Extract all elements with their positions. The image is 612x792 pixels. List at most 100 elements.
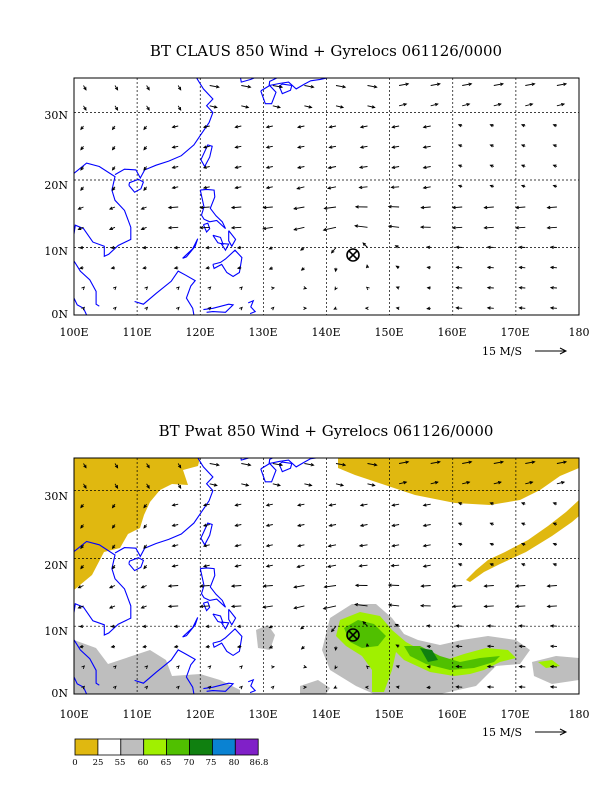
wind-vector <box>422 523 431 528</box>
wind-vector <box>549 664 557 669</box>
wind-vector <box>390 563 400 568</box>
wind-vector <box>451 604 463 609</box>
wind-vector <box>335 463 347 467</box>
wind-vector <box>304 483 313 487</box>
bottom-lon-label: 100E <box>59 708 88 721</box>
top-lat-label: 0N <box>51 308 68 321</box>
bottom-vector-reference: 15 M/S <box>482 726 568 739</box>
wind-vector <box>486 265 494 270</box>
wind-vector <box>422 185 431 190</box>
legend-swatch <box>211 738 236 756</box>
wind-vector <box>234 145 242 149</box>
wind-vector <box>358 564 368 568</box>
top-lat-label: 30N <box>44 109 68 122</box>
wind-vector <box>293 226 305 231</box>
wind-vector <box>359 145 368 149</box>
wind-vector <box>367 105 376 109</box>
wind-vector <box>426 265 431 270</box>
wind-vector <box>241 105 250 109</box>
wind-vector <box>202 503 210 507</box>
wind-vector <box>303 286 308 290</box>
wind-vector <box>552 164 558 168</box>
wind-vector <box>367 85 378 89</box>
legend-swatch <box>143 738 167 756</box>
wind-vector <box>268 266 273 270</box>
wind-vector <box>79 266 84 270</box>
wind-vector <box>457 184 463 188</box>
legend-label: 65 <box>161 758 172 768</box>
wind-vector <box>483 205 494 210</box>
legend-swatch <box>166 738 190 756</box>
wind-vector <box>83 85 87 91</box>
coastline <box>203 682 235 692</box>
wind-vector <box>520 542 526 547</box>
wind-vector <box>173 624 179 629</box>
wind-vector <box>520 184 526 188</box>
wind-vector <box>144 286 149 291</box>
wind-vector <box>81 286 86 291</box>
wind-vector <box>489 563 494 567</box>
pwat-moist-region-mid <box>256 625 275 650</box>
wind-vector <box>111 146 116 151</box>
wind-vector <box>144 665 149 670</box>
wind-vector <box>493 460 505 464</box>
wind-vector <box>398 102 408 107</box>
wind-vector <box>142 245 147 250</box>
wind-vector <box>293 585 305 589</box>
bottom-lon-labels: 100E 110E 120E 130E 140E 150E 160E 170E … <box>59 708 589 721</box>
coastline <box>203 303 235 313</box>
wind-vector <box>391 503 400 507</box>
wind-vector <box>518 286 526 290</box>
wind-vector <box>111 186 116 192</box>
coastline <box>74 540 132 636</box>
wind-vector <box>176 286 180 291</box>
wind-vector <box>146 85 150 91</box>
wind-vector <box>391 523 400 528</box>
coastline <box>278 83 293 95</box>
wind-vector <box>514 205 526 210</box>
wind-vector <box>111 544 116 550</box>
legend-swatches <box>74 738 259 756</box>
wind-vector <box>199 584 210 588</box>
wind-vector <box>359 523 368 528</box>
wind-vector <box>422 125 431 129</box>
wind-vector <box>422 564 431 568</box>
wind-vector <box>143 166 147 171</box>
wind-vector <box>176 665 180 670</box>
wind-vector <box>426 286 431 290</box>
wind-vector <box>80 503 84 509</box>
bottom-map-area <box>74 458 579 694</box>
wind-vector <box>552 144 558 148</box>
wind-vector <box>395 286 400 290</box>
bottom-panel-title: BT Pwat 850 Wind + Gyrelocs 061126/0000 <box>159 422 494 440</box>
wind-vector <box>328 523 337 527</box>
top-lat-labels: 0N 10N 20N 30N <box>44 109 68 321</box>
wind-vector <box>171 543 179 548</box>
wind-vector <box>143 186 147 192</box>
top-lon-label: 100E <box>59 326 88 339</box>
coastline <box>202 222 211 233</box>
wind-vector <box>293 206 305 211</box>
wind-vector <box>399 460 410 464</box>
wind-vector <box>327 544 337 548</box>
wind-vector <box>80 146 84 151</box>
pwat-moist-region-south <box>300 680 330 694</box>
wind-vector <box>387 204 400 209</box>
wind-vector <box>296 165 305 169</box>
wind-vector <box>334 646 338 652</box>
wind-vector <box>81 306 86 311</box>
wind-vector <box>552 184 558 188</box>
top-panel-title: BT CLAUS 850 Wind + Gyrelocs 061126/0000 <box>150 42 502 60</box>
wind-vector <box>323 206 337 210</box>
wind-vector <box>167 584 179 588</box>
wind-vector <box>303 685 308 689</box>
wind-vector <box>489 184 494 188</box>
wind-vector <box>202 543 210 548</box>
wind-vector <box>330 625 337 633</box>
wind-vector <box>171 185 179 190</box>
wind-vector <box>202 125 210 129</box>
coastline <box>278 461 293 473</box>
coastline <box>202 601 211 612</box>
wind-vector <box>80 166 84 171</box>
